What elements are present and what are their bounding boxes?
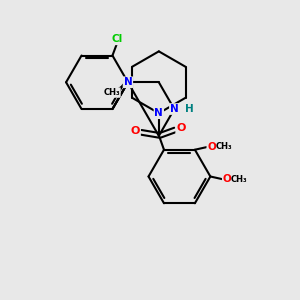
- Text: CH₃: CH₃: [103, 88, 120, 97]
- Text: O: O: [176, 124, 186, 134]
- Text: N: N: [170, 104, 179, 114]
- Text: N: N: [124, 77, 132, 87]
- Text: O: O: [223, 174, 232, 184]
- Text: CH₃: CH₃: [215, 142, 232, 151]
- Text: Cl: Cl: [111, 34, 122, 44]
- Text: N: N: [154, 108, 163, 118]
- Text: CH₃: CH₃: [231, 175, 247, 184]
- Text: O: O: [130, 126, 140, 136]
- Text: H: H: [184, 104, 194, 114]
- Text: O: O: [207, 142, 216, 152]
